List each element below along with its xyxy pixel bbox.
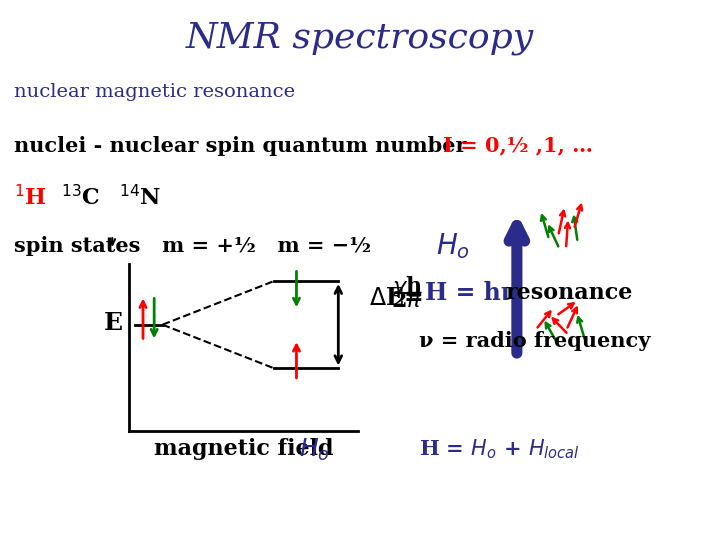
Text: $^{1}$H: $^{1}$H xyxy=(14,185,47,210)
Text: H = $H_o$ + $H_{local}$: H = $H_o$ + $H_{local}$ xyxy=(419,437,580,461)
Text: $H_o$: $H_o$ xyxy=(436,231,469,261)
Text: magnetic field: magnetic field xyxy=(154,438,341,461)
Text: $\gamma$h: $\gamma$h xyxy=(392,273,423,299)
Text: H = hν: H = hν xyxy=(425,281,517,305)
Text: E: E xyxy=(104,310,123,335)
Text: nuclear magnetic resonance: nuclear magnetic resonance xyxy=(14,83,295,101)
Text: ν = radio frequency: ν = radio frequency xyxy=(419,332,651,352)
Text: $^{14}$N: $^{14}$N xyxy=(119,185,161,210)
Text: spin states   m = +½   m = −½: spin states m = +½ m = −½ xyxy=(14,235,372,256)
Text: $^{13}$C: $^{13}$C xyxy=(61,185,100,210)
Text: I = 0,½ ,1, …: I = 0,½ ,1, … xyxy=(443,136,593,156)
Text: resonance: resonance xyxy=(505,282,633,303)
Text: $H_o$: $H_o$ xyxy=(300,436,330,463)
Text: 2$\pi$: 2$\pi$ xyxy=(392,290,423,312)
Text: $\Delta$E=: $\Delta$E= xyxy=(369,286,423,309)
Text: nuclei - nuclear spin quantum number: nuclei - nuclear spin quantum number xyxy=(14,136,482,156)
Text: NMR spectroscopy: NMR spectroscopy xyxy=(186,21,534,55)
